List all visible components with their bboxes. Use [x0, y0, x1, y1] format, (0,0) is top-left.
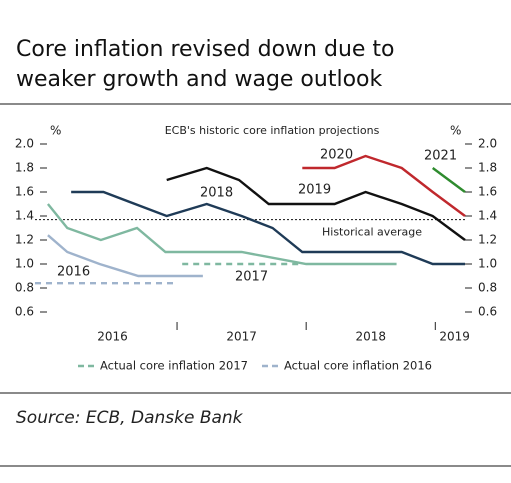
y2-unit: % [450, 124, 461, 138]
series-line [432, 167, 466, 193]
source: Source: ECB, Danske Bank [16, 408, 244, 428]
y2-tick-label: 0.8 [478, 281, 497, 295]
chart-title: weaker growth and wage outlook [16, 67, 382, 92]
y2-tick-label: 1.2 [478, 233, 497, 247]
x-tick-label: 2016 [97, 330, 128, 344]
y-tick-label: 0.6 [15, 305, 34, 319]
y2-tick-label: 0.6 [478, 305, 497, 319]
y-tick-label: 0.8 [15, 281, 34, 295]
series-label: 2020 [320, 148, 353, 163]
y2-tick-label: 2.0 [478, 137, 497, 151]
x-tick-label: 2017 [226, 330, 257, 344]
series-line [47, 234, 203, 278]
y-tick-label: 1.8 [15, 161, 34, 175]
series-line [302, 154, 466, 217]
historical-average-label: Historical average [322, 226, 422, 239]
chart-title: Core inflation revised down due to [16, 37, 395, 62]
y-tick-label: 2.0 [15, 137, 34, 151]
series-line [166, 166, 466, 241]
y2-tick-label: 1.8 [478, 161, 497, 175]
series-label: 2017 [235, 270, 268, 285]
y2-tick-label: 1.6 [478, 185, 497, 199]
legend-label: Actual core inflation 2017 [100, 359, 248, 373]
series-line [46, 203, 397, 266]
legend-label: Actual core inflation 2016 [284, 359, 432, 373]
y-unit: % [50, 124, 61, 138]
y-tick-label: 1.0 [15, 257, 34, 271]
series-label: 2016 [57, 265, 90, 280]
x-tick-label: 2019 [439, 330, 470, 344]
series-label: 2019 [298, 183, 331, 198]
y-tick-label: 1.4 [15, 209, 34, 223]
y2-tick-label: 1.0 [478, 257, 497, 271]
x-tick-label: 2018 [355, 330, 386, 344]
y-tick-label: 1.2 [15, 233, 34, 247]
y2-tick-label: 1.4 [478, 209, 497, 223]
subtitle: ECB's historic core inflation projection… [165, 124, 380, 137]
series-line [71, 190, 465, 266]
series-label: 2018 [200, 186, 233, 201]
series-label: 2021 [424, 149, 457, 164]
y-tick-label: 1.6 [15, 185, 34, 199]
